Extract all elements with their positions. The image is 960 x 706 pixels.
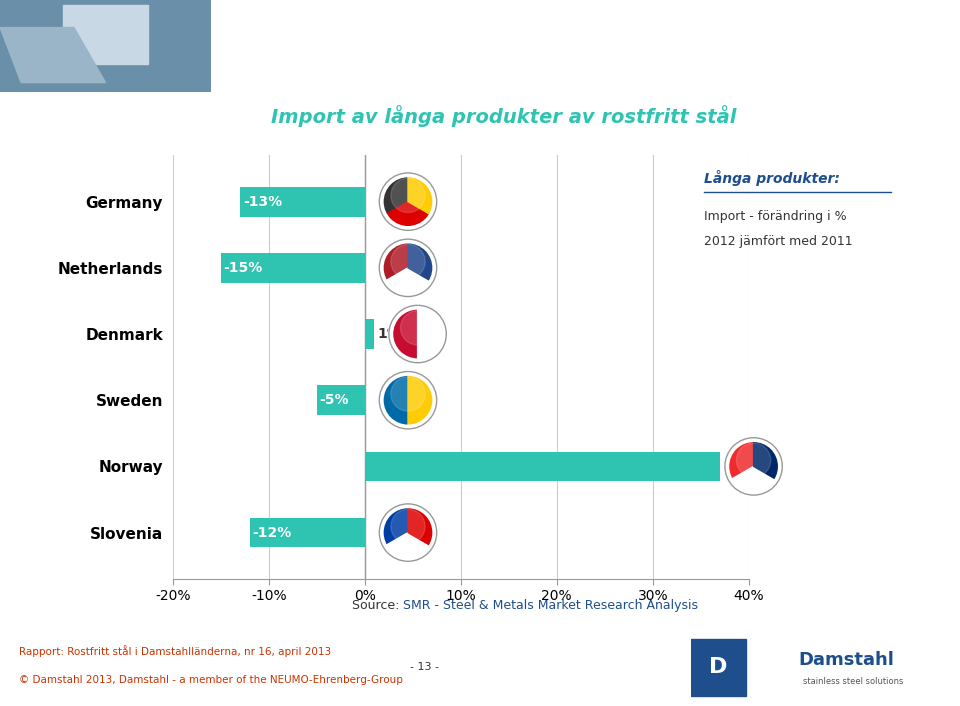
Text: Import - förändring i %: Import - förändring i % (704, 210, 847, 223)
Circle shape (391, 377, 425, 411)
Bar (691, 638, 746, 696)
Wedge shape (381, 373, 408, 426)
Wedge shape (408, 506, 435, 546)
Text: 2012 jämfört med 2011: 2012 jämfört med 2011 (704, 235, 852, 249)
Circle shape (391, 509, 425, 544)
Text: - 13 -: - 13 - (410, 662, 440, 672)
Wedge shape (381, 175, 408, 215)
Text: 1%: 1% (377, 327, 401, 341)
Wedge shape (408, 241, 435, 281)
Wedge shape (754, 440, 780, 479)
Circle shape (391, 178, 425, 213)
Wedge shape (391, 308, 418, 361)
Wedge shape (381, 506, 408, 546)
Text: stainless steel solutions: stainless steel solutions (804, 676, 903, 686)
Polygon shape (63, 4, 148, 64)
Bar (221, 253, 365, 282)
Wedge shape (408, 373, 435, 426)
Bar (365, 452, 720, 481)
Text: -5%: -5% (320, 393, 349, 407)
Text: Svagare än platta produkter – Extraordinär tillväxt i Norge: Svagare än platta produkter – Extraordin… (298, 60, 874, 78)
Text: 37%: 37% (723, 460, 756, 474)
Bar (317, 385, 365, 415)
Wedge shape (408, 175, 435, 215)
Polygon shape (0, 28, 106, 83)
Text: -13%: -13% (243, 195, 282, 209)
Circle shape (736, 443, 771, 477)
Wedge shape (381, 241, 408, 281)
Wedge shape (385, 532, 431, 559)
Text: Damstahlländerna – Import av långa produkter 2012 jämf m. 2011: Damstahlländerna – Import av långa produ… (261, 22, 910, 42)
Wedge shape (418, 308, 444, 361)
Bar (240, 187, 365, 217)
Circle shape (400, 311, 435, 345)
Text: D: D (709, 657, 728, 677)
Text: -12%: -12% (252, 525, 292, 539)
Text: Damstahl: Damstahl (798, 650, 894, 669)
Text: © Damstahl 2013, Damstahl - a member of the NEUMO-Ehrenberg-Group: © Damstahl 2013, Damstahl - a member of … (19, 675, 403, 685)
Wedge shape (731, 467, 777, 493)
Bar (365, 319, 374, 349)
Bar (250, 517, 365, 547)
Wedge shape (727, 440, 754, 479)
Circle shape (391, 244, 425, 279)
Text: -15%: -15% (224, 261, 263, 275)
Text: SMR - Steel & Metals Market Research Analysis: SMR - Steel & Metals Market Research Ana… (403, 599, 698, 612)
Text: Import av långa produkter av rostfritt stål: Import av långa produkter av rostfritt s… (272, 105, 736, 128)
Text: Rapport: Rostfritt stål i Damstahlländerna, nr 16, april 2013: Rapport: Rostfritt stål i Damstahlländer… (19, 645, 331, 657)
Wedge shape (385, 268, 431, 294)
Text: Långa produkter:: Långa produkter: (704, 170, 840, 186)
Wedge shape (385, 202, 431, 228)
Text: Source:: Source: (351, 599, 403, 612)
